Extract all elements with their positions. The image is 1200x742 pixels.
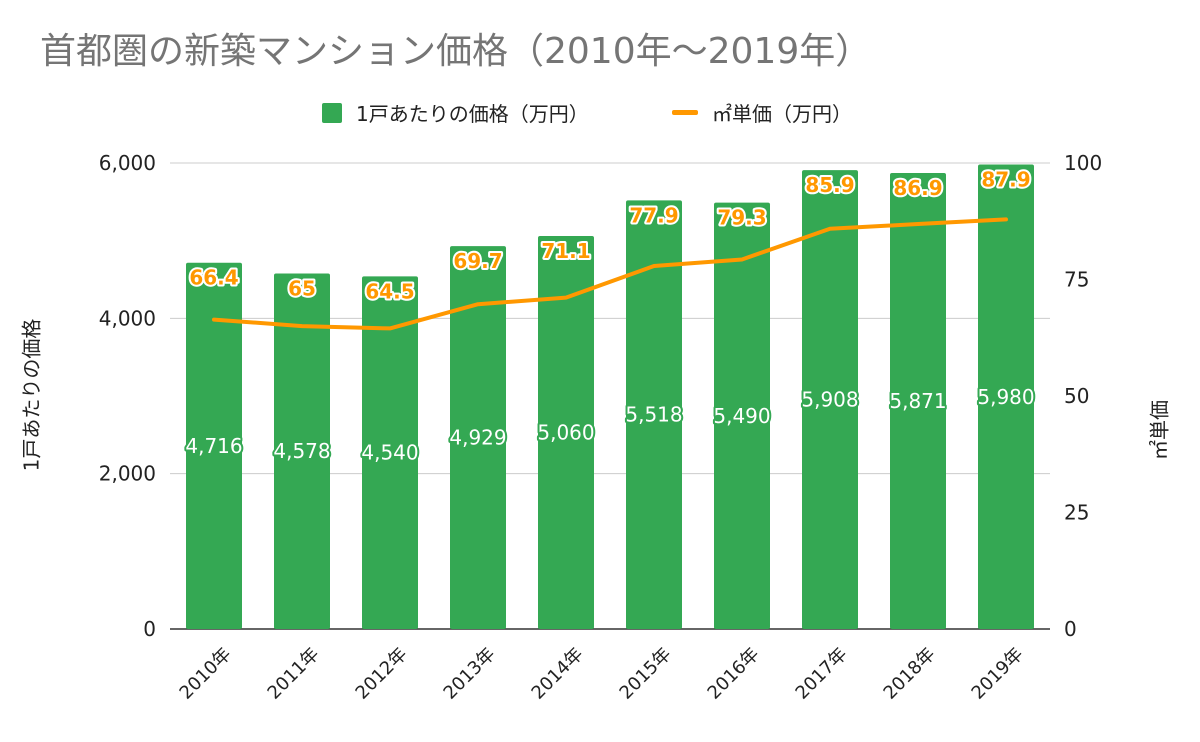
line-value-label: 66.4 [189, 266, 238, 290]
bar-value-label: 5,908 [801, 388, 858, 412]
y-tick-label-right: 50 [1064, 384, 1089, 408]
line-value-label: 87.9 [981, 168, 1030, 192]
bar [978, 164, 1034, 629]
series-line [212, 217, 1008, 331]
x-tick-label: 2017年 [792, 644, 852, 704]
x-tick-label: 2012年 [352, 644, 412, 704]
bar-value-label: 5,518 [625, 403, 682, 427]
bar-value-label: 4,540 [361, 441, 418, 465]
line-value-label: 85.9 [805, 173, 854, 197]
line-value-label: 69.7 [453, 249, 502, 273]
y-tick-label-right: 0 [1064, 617, 1077, 641]
line-value-label: 86.9 [893, 176, 942, 200]
bar-value-label: 5,871 [889, 389, 946, 413]
line-value-label: 77.9 [629, 203, 678, 227]
bar [626, 200, 682, 629]
bar-value-label: 5,980 [977, 385, 1034, 409]
y-tick-label-left: 0 [143, 617, 156, 641]
legend-label-price: 1戸あたりの価格（万円） [356, 102, 589, 126]
y-tick-label-left: 6,000 [99, 151, 156, 175]
bar [714, 202, 770, 630]
y-tick-label-left: 4,000 [99, 306, 156, 330]
x-tick-label: 2015年 [616, 644, 676, 704]
bar [450, 246, 506, 629]
bar-value-label: 5,060 [537, 421, 594, 445]
legend-label-unit-price: ㎡単価（万円） [712, 102, 852, 126]
x-tick-label: 2019年 [968, 644, 1028, 704]
line-value-label: 64.5 [365, 279, 414, 303]
bar-value-label: 5,490 [713, 404, 770, 428]
legend-swatch-line [672, 110, 698, 115]
legend-item-price: 1戸あたりの価格（万円） [322, 98, 589, 127]
x-tick-label: 2014年 [528, 644, 588, 704]
bar-value-label: 4,929 [449, 426, 506, 450]
line-value-label: 79.3 [717, 206, 766, 230]
x-tick-label: 2011年 [264, 644, 324, 704]
y-tick-label-right: 75 [1064, 268, 1089, 292]
bar [274, 273, 330, 629]
y-tick-label-left: 2,000 [99, 462, 156, 486]
bar-value-label: 4,578 [273, 439, 330, 463]
x-tick-label: 2010年 [176, 644, 236, 704]
bar [362, 276, 418, 629]
x-tick-label: 2016年 [704, 644, 764, 704]
legend-item-unit-price: ㎡単価（万円） [672, 98, 852, 127]
legend-swatch-bar [322, 102, 342, 123]
y-tick-label-right: 100 [1064, 151, 1102, 175]
line-value-label: 71.1 [541, 239, 590, 263]
bar [890, 173, 946, 630]
bar-value-label: 4,716 [185, 434, 242, 458]
bar [186, 262, 242, 629]
line-value-label: 65 [288, 276, 316, 300]
bar [538, 236, 594, 630]
x-tick-label: 2013年 [440, 644, 500, 704]
x-tick-label: 2018年 [880, 644, 940, 704]
bar [802, 170, 858, 630]
legend: 1戸あたりの価格（万円） ㎡単価（万円） [0, 98, 1200, 130]
chart-title: 首都圏の新築マンション価格（2010年〜2019年） [40, 31, 872, 72]
y-tick-label-right: 25 [1064, 501, 1089, 525]
